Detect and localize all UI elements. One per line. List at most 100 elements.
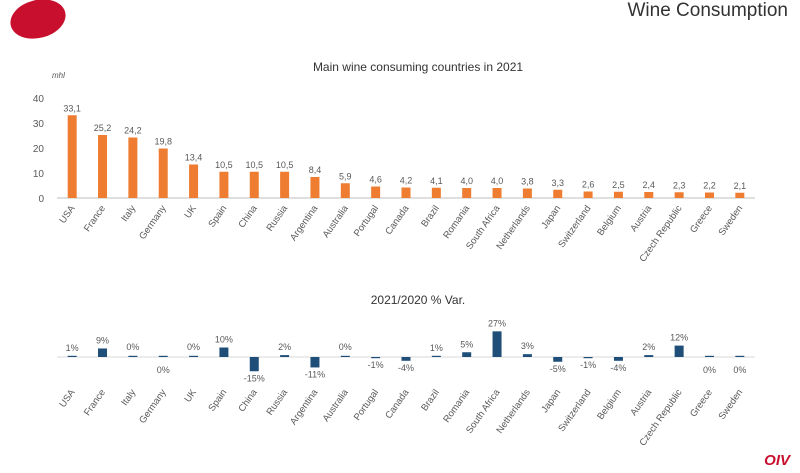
- top-category-label: UK: [182, 203, 199, 221]
- top-bar-spain: [219, 171, 229, 198]
- bottom-bar-spain: [219, 347, 229, 357]
- bottom-category-label: Germany: [137, 387, 169, 426]
- bottom-bar-italy: [128, 355, 138, 357]
- bottom-category-label: Argentina: [288, 387, 321, 427]
- bottom-bar-romania: [462, 352, 472, 357]
- top-category-label: Canada: [383, 203, 412, 237]
- top-bar-czech-republic: [674, 192, 684, 198]
- top-data-label: 33,1: [63, 103, 81, 113]
- top-data-label: 13,4: [185, 153, 203, 163]
- bottom-data-label: -4%: [610, 363, 626, 373]
- top-bar-italy: [128, 137, 138, 198]
- top-data-label: 4,0: [460, 176, 473, 186]
- top-bar-argentina: [310, 177, 320, 198]
- bottom-category-label: Sweden: [717, 387, 746, 421]
- top-bar-germany: [158, 148, 168, 198]
- top-y-tick-label: 10: [33, 169, 45, 180]
- bottom-category-label: USA: [57, 387, 78, 410]
- bottom-data-label: 0%: [126, 342, 139, 352]
- top-bar-china: [249, 171, 259, 198]
- top-data-label: 25,2: [94, 123, 112, 133]
- bottom-category-label: France: [82, 387, 108, 418]
- bottom-data-label: 2%: [642, 342, 655, 352]
- bottom-category-label: UK: [182, 387, 199, 405]
- top-bar-netherlands: [522, 188, 532, 198]
- top-data-label: 2,2: [703, 181, 716, 191]
- top-chart: 0 10 20 30 40 33,1 USA 25,2 France 24,2 Italy 19,8 G…: [33, 94, 755, 264]
- top-bar-switzerland: [583, 191, 593, 198]
- top-data-label: 2,6: [582, 180, 595, 190]
- top-category-label: Romania: [441, 203, 472, 241]
- bottom-data-label: 10%: [215, 335, 233, 345]
- top-category-label: Spain: [206, 203, 229, 229]
- top-category-label: Austria: [628, 203, 654, 234]
- bottom-category-label: Greece: [688, 387, 715, 419]
- top-bar-japan: [553, 189, 563, 198]
- top-category-label: Australia: [321, 203, 352, 240]
- top-data-label: 10,5: [245, 160, 263, 170]
- top-data-label: 3,8: [521, 177, 534, 187]
- top-bar-uk: [189, 164, 199, 198]
- bottom-category-label: Canada: [383, 387, 412, 421]
- top-y-tick-label: 20: [33, 144, 45, 155]
- top-category-label: Brazil: [419, 203, 442, 229]
- top-data-label: 5,9: [339, 171, 352, 181]
- bottom-bar-netherlands: [522, 354, 532, 357]
- bottom-chart-title: 2021/2020 % Var.: [371, 293, 466, 307]
- page-title: Wine Consumption: [627, 0, 788, 21]
- top-category-label: Portugal: [352, 203, 381, 238]
- bottom-data-label: 27%: [488, 318, 506, 328]
- top-category-label: Italy: [119, 203, 138, 224]
- top-data-label: 8,4: [309, 165, 322, 175]
- bottom-bar-argentina: [310, 357, 320, 368]
- top-bar-brazil: [431, 187, 441, 198]
- brand-mark: OIV: [764, 452, 790, 469]
- top-data-label: 10,5: [276, 160, 294, 170]
- bottom-data-label: 1%: [430, 343, 443, 353]
- top-category-label: Sweden: [717, 203, 746, 237]
- bottom-category-label: Brazil: [419, 387, 442, 413]
- bottom-data-label: 1%: [66, 343, 79, 353]
- bottom-bar-france: [98, 348, 108, 357]
- top-data-label: 10,5: [215, 160, 233, 170]
- bottom-data-label: 0%: [703, 365, 716, 375]
- bottom-data-label: 0%: [339, 342, 352, 352]
- bottom-bar-uk: [189, 355, 199, 357]
- bottom-category-label: Belgium: [595, 387, 624, 421]
- top-data-label: 3,3: [551, 178, 564, 188]
- top-category-label: USA: [57, 203, 78, 226]
- top-category-label: Greece: [688, 203, 715, 235]
- bottom-data-label: -1%: [580, 360, 596, 370]
- top-bar-sweden: [735, 192, 745, 198]
- bottom-data-label: -11%: [305, 369, 325, 379]
- bottom-category-label: Australia: [321, 387, 352, 424]
- top-bar-greece: [704, 192, 714, 198]
- top-bar-belgium: [613, 191, 623, 198]
- bottom-data-label: 9%: [96, 335, 109, 345]
- bottom-bar-canada: [401, 357, 411, 361]
- bottom-bar-czech-republic: [674, 345, 684, 357]
- bottom-bar-portugal: [371, 357, 381, 359]
- bottom-data-label: 3%: [521, 341, 534, 351]
- bottom-bar-sweden: [735, 355, 745, 357]
- top-bar-south-africa: [492, 188, 502, 198]
- top-bar-france: [98, 135, 108, 198]
- top-category-label: Russia: [264, 203, 290, 234]
- top-chart-title: Main wine consuming countries in 2021: [313, 60, 523, 74]
- top-bar-portugal: [371, 186, 381, 198]
- bottom-bar-china: [249, 357, 259, 372]
- bottom-data-label: -15%: [244, 373, 265, 383]
- bottom-category-label: Spain: [206, 387, 229, 413]
- bottom-data-label: -5%: [550, 364, 566, 374]
- bottom-bar-japan: [553, 357, 563, 362]
- bottom-chart: 1% USA 9% France 0% Italy 0% Germany 0% UK 10% Spai…: [57, 318, 755, 448]
- bottom-category-label: Japan: [539, 387, 563, 415]
- top-data-label: 2,1: [734, 181, 747, 191]
- bottom-category-label: Portugal: [352, 387, 381, 422]
- top-category-label: France: [82, 203, 108, 234]
- top-y-tick-label: 30: [33, 119, 45, 130]
- bottom-data-label: -4%: [398, 363, 414, 373]
- top-category-label: Germany: [137, 203, 169, 242]
- top-y-tick-label: 0: [38, 194, 44, 205]
- top-category-label: China: [236, 203, 260, 230]
